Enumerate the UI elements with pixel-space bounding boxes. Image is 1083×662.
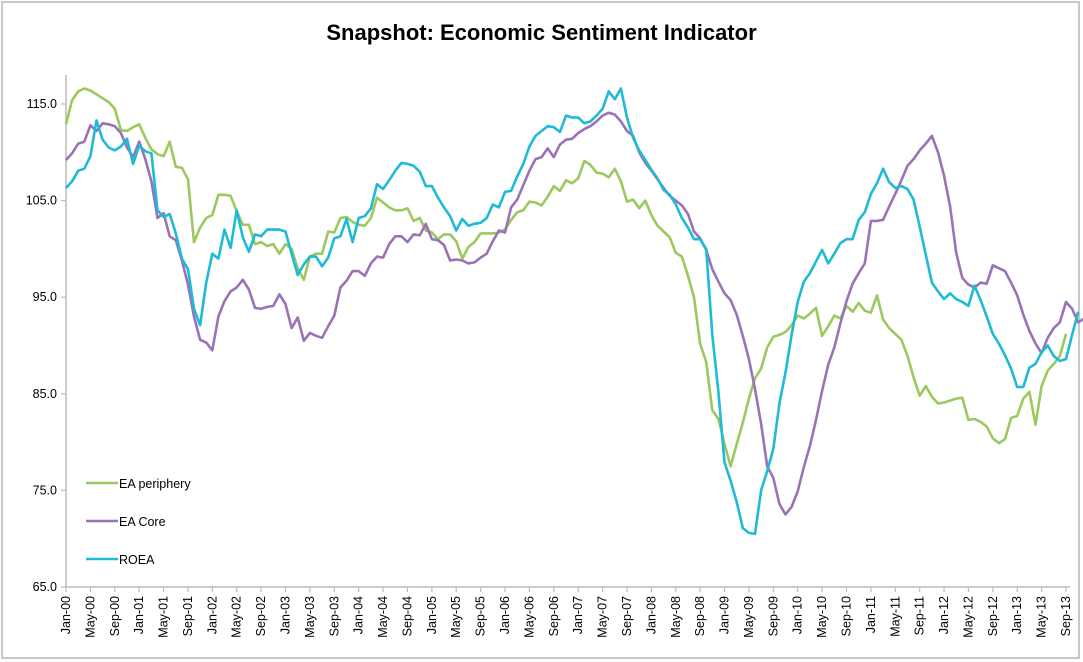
x-tick-label: Sep-08 [693, 596, 707, 636]
y-tick-label: 105.0 [26, 194, 57, 208]
y-tick-label: 75.0 [33, 483, 57, 497]
x-tick-label: Jan-06 [498, 596, 512, 634]
x-tick-label: Jan-09 [718, 596, 732, 634]
x-tick-label: Sep-09 [766, 596, 780, 636]
x-tick-label: May-05 [449, 596, 463, 638]
series-line-ea-periphery [64, 87, 1068, 468]
x-tick-label: Jan-12 [937, 596, 951, 634]
x-tick-label: May-02 [230, 596, 244, 638]
series-lines [64, 87, 1083, 536]
x-tick-label: Jan-07 [571, 596, 585, 634]
x-tick-label: Sep-03 [327, 596, 341, 636]
x-tick-label: May-06 [522, 596, 536, 638]
x-tick-label: May-09 [742, 596, 756, 638]
x-tick-label: Sep-01 [181, 596, 195, 636]
x-tick-label: Sep-02 [254, 596, 268, 636]
series-line-ea-core [65, 111, 1083, 516]
x-tick-label: Jan-11 [864, 596, 878, 633]
x-tick-label: Sep-06 [547, 596, 561, 636]
x-tick-label: Sep-04 [400, 596, 414, 636]
x-tick-label: Sep-07 [620, 596, 634, 636]
x-tick-label: May-12 [961, 596, 975, 638]
x-tick-label: Jan-13 [1010, 596, 1024, 634]
legend-label-ea-core: EA Core [119, 515, 166, 529]
x-tick-label: Sep-11 [913, 596, 927, 635]
chart-title: Snapshot: Economic Sentiment Indicator [326, 20, 757, 45]
x-tick-label: Sep-00 [108, 596, 122, 636]
legend: EA periphery EA Core ROEA [86, 477, 191, 567]
x-tick-label: Jan-04 [352, 596, 366, 634]
legend-label-ea-periphery: EA periphery [119, 477, 191, 491]
x-tick-label: Jan-08 [644, 596, 658, 634]
x-tick-label: May-13 [1035, 596, 1049, 638]
x-tick-label: May-11 [888, 596, 902, 637]
x-tick-label: Sep-05 [474, 596, 488, 636]
x-tick-label: Jan-00 [59, 596, 73, 634]
y-tick-label: 65.0 [33, 580, 57, 594]
x-tick-label: Sep-13 [1059, 596, 1073, 636]
x-tick-label: May-04 [376, 596, 390, 638]
x-tick-label: May-08 [669, 596, 683, 638]
y-tick-label: 95.0 [33, 290, 57, 304]
series-line-roea [65, 87, 1080, 536]
x-tick-label: May-07 [596, 596, 610, 638]
x-tick-label: Jan-02 [205, 596, 219, 634]
axes: 65.0 75.0 85.0 95.0 105.0 115.0 Jan-00 May-00 Se… [26, 75, 1073, 638]
x-tick-label: May-00 [83, 596, 97, 638]
y-tick-label: 85.0 [33, 387, 57, 401]
x-tick-label: Jan-10 [791, 596, 805, 634]
x-tick-label: May-10 [815, 596, 829, 638]
x-tick-label: Jan-03 [279, 596, 293, 634]
x-tick-label: May-01 [157, 596, 171, 638]
x-tick-label: May-03 [303, 596, 317, 638]
x-tick-label: Sep-12 [986, 596, 1000, 636]
x-tick-label: Jan-01 [132, 596, 146, 634]
legend-label-roea: ROEA [119, 553, 155, 567]
x-tick-label: Sep-10 [839, 596, 853, 636]
x-tick-label: Jan-05 [425, 596, 439, 634]
y-tick-label: 115.0 [27, 97, 57, 111]
